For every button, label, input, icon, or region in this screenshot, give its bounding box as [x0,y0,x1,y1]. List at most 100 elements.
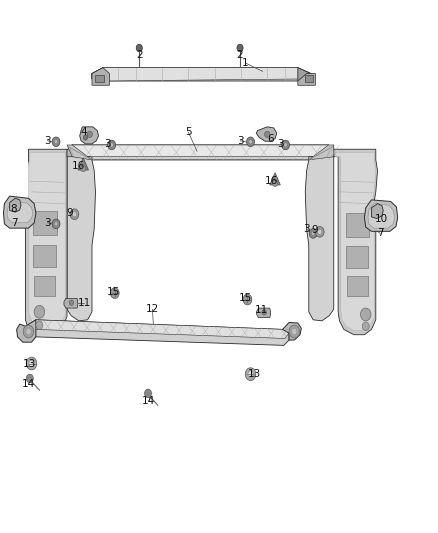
Circle shape [284,143,287,147]
Circle shape [318,229,322,235]
Polygon shape [328,145,334,157]
Circle shape [87,131,92,138]
Text: 16: 16 [265,176,278,186]
Bar [305,75,313,82]
Polygon shape [298,74,315,85]
Bar [34,276,55,296]
Text: 11: 11 [255,305,268,315]
Polygon shape [256,127,277,141]
Circle shape [272,180,278,187]
Polygon shape [78,158,88,170]
Circle shape [311,231,315,236]
Text: 5: 5 [185,127,192,137]
Polygon shape [368,204,395,228]
Circle shape [243,294,252,305]
Bar [347,276,368,296]
Polygon shape [92,68,311,81]
Circle shape [110,143,113,147]
Polygon shape [309,145,334,160]
Bar [95,75,104,82]
Circle shape [69,300,74,305]
Circle shape [83,135,88,140]
Circle shape [289,325,300,338]
Polygon shape [334,149,378,335]
Polygon shape [257,308,271,318]
Text: 6: 6 [267,134,274,143]
Polygon shape [67,145,72,157]
Circle shape [81,165,86,172]
Polygon shape [32,320,289,345]
Text: 8: 8 [11,204,18,214]
Circle shape [362,322,369,330]
Circle shape [23,325,34,338]
Polygon shape [283,322,301,340]
Circle shape [54,140,58,144]
Text: 7: 7 [377,229,384,238]
Circle shape [26,374,33,383]
Text: 14: 14 [22,379,35,389]
Circle shape [247,137,254,147]
Text: 3: 3 [277,139,284,149]
Text: 3: 3 [44,136,51,146]
Text: 7: 7 [11,218,18,228]
Circle shape [315,227,324,237]
Text: 15: 15 [239,294,252,303]
Circle shape [265,131,270,138]
Polygon shape [270,173,280,185]
Circle shape [292,328,297,335]
Circle shape [36,321,43,329]
Circle shape [145,389,152,398]
Text: 14: 14 [142,396,155,406]
Circle shape [237,44,243,52]
Circle shape [245,368,256,381]
Circle shape [52,219,60,229]
Polygon shape [371,204,383,219]
Text: 9: 9 [66,208,73,218]
Text: 13: 13 [247,369,261,379]
Polygon shape [4,196,36,228]
Bar [346,213,369,237]
Circle shape [282,140,290,150]
Polygon shape [92,68,311,81]
Text: 1: 1 [242,58,249,68]
Circle shape [29,360,34,367]
Text: 3: 3 [303,224,310,234]
Text: 16: 16 [72,161,85,171]
Text: 3: 3 [44,218,51,228]
Text: 15: 15 [106,287,120,297]
Polygon shape [64,298,78,308]
Text: 9: 9 [311,225,318,235]
Circle shape [248,371,253,377]
Text: 3: 3 [237,136,244,146]
Text: 12: 12 [146,304,159,314]
Polygon shape [28,152,66,330]
Circle shape [249,140,252,144]
Circle shape [262,310,266,315]
Polygon shape [17,320,36,342]
Polygon shape [67,145,334,157]
Polygon shape [92,68,103,81]
Polygon shape [67,145,334,160]
Circle shape [54,222,58,226]
Circle shape [360,308,371,321]
Polygon shape [32,320,289,338]
Circle shape [72,212,77,217]
Circle shape [52,137,60,147]
Polygon shape [364,200,398,231]
Text: 3: 3 [104,139,111,149]
Polygon shape [10,198,21,212]
Circle shape [110,288,119,298]
Polygon shape [80,127,99,144]
Polygon shape [305,145,334,321]
Circle shape [70,209,79,220]
Circle shape [309,229,317,238]
Text: 10: 10 [374,214,388,223]
Bar [33,245,56,266]
Circle shape [34,305,45,318]
Text: 4: 4 [81,127,88,136]
Text: 13: 13 [23,359,36,368]
Polygon shape [92,68,110,85]
Circle shape [26,328,31,335]
Polygon shape [335,152,376,330]
Bar [33,211,57,235]
